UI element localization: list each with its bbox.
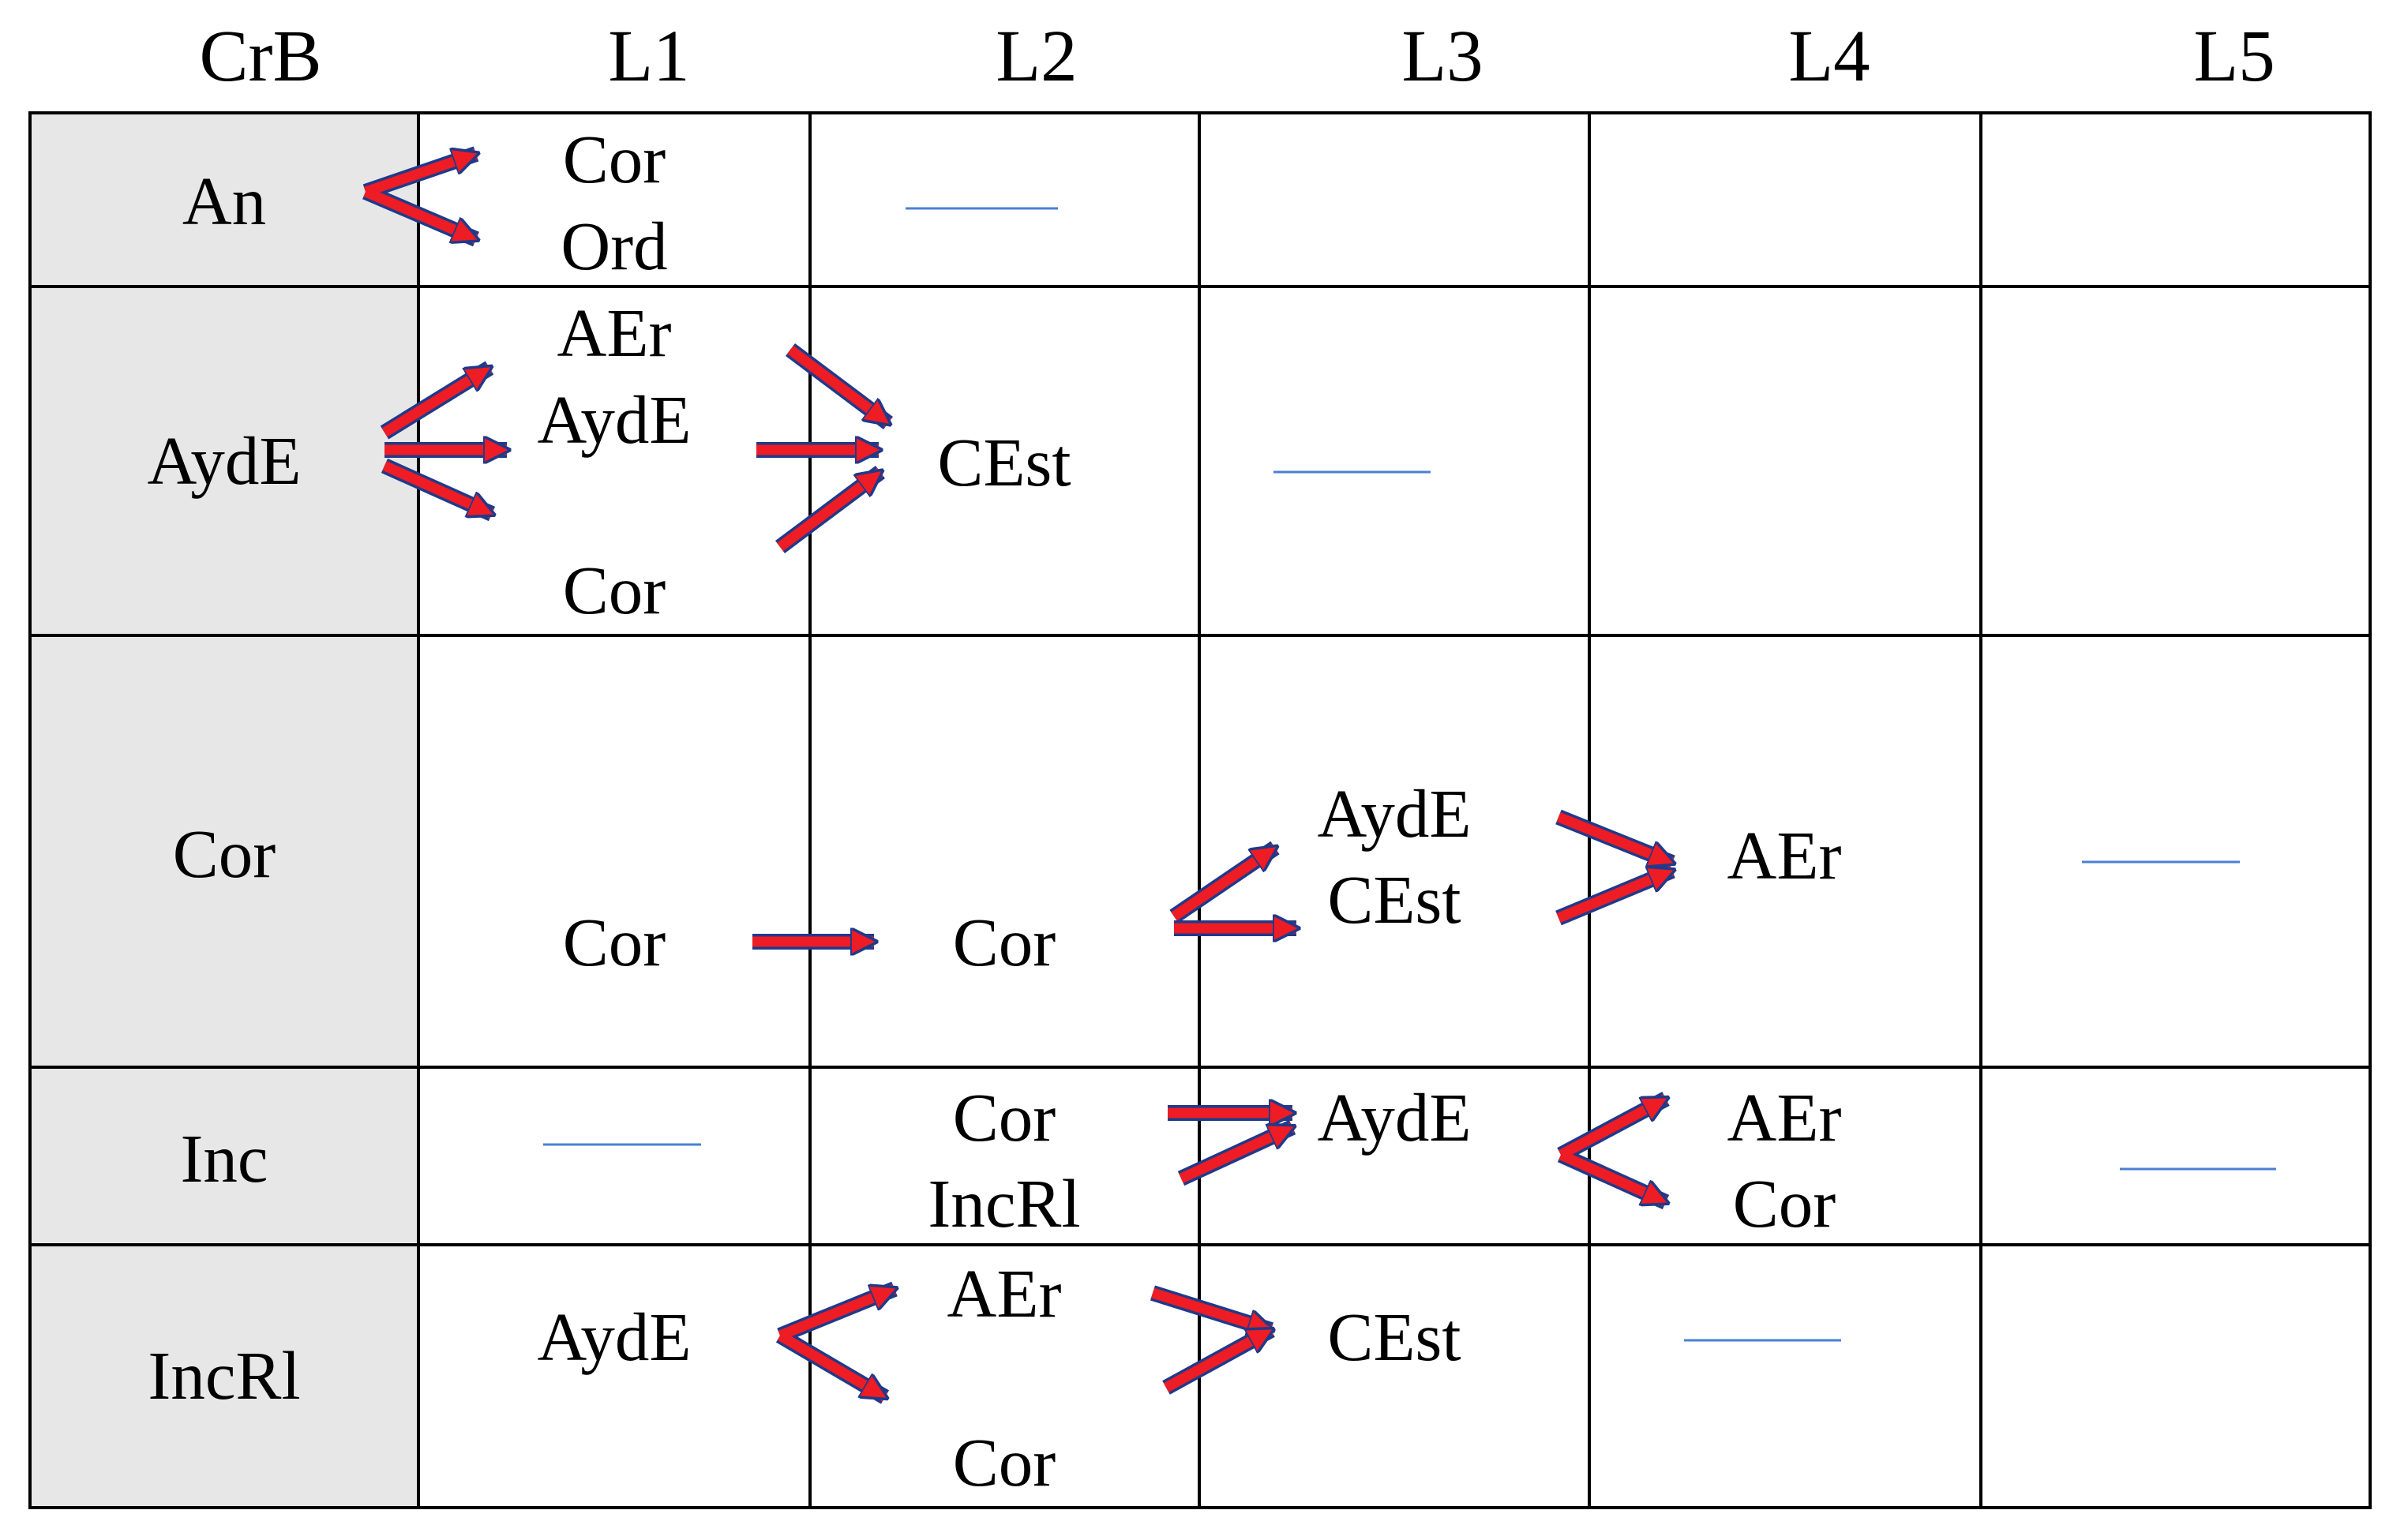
arrow-incrl-cor-to-cest <box>1163 1325 1271 1392</box>
row-header-bg-incrl <box>30 1245 418 1508</box>
row-header-inc: Inc <box>180 1120 268 1197</box>
arrow-incrl-aer-to-cest <box>1151 1287 1271 1330</box>
cell-incrl-l2-line1: AEr <box>947 1255 1062 1332</box>
cell-inc-l3: AydE <box>1318 1079 1472 1156</box>
column-header-l1: L1 <box>608 16 689 97</box>
arrow-incrl-ayde-to-aer <box>778 1289 895 1341</box>
arrow-cor-l2-to-ayde <box>1171 843 1275 921</box>
column-header-l4: L4 <box>1788 16 1870 97</box>
row-header-backgrounds <box>30 114 418 1508</box>
column-headers: CrB L1 L2 L3 L4 L5 <box>199 16 2275 97</box>
arrow-aer-to-cest <box>787 345 888 423</box>
row-header-ayde: AydE <box>148 422 302 499</box>
cell-labels: Cor Ord AEr AydE Cor CEst Cor Cor AydE C… <box>538 121 1842 1501</box>
cell-ayde-l1-line3: Cor <box>563 552 666 628</box>
row-header-incrl: IncRl <box>148 1337 300 1414</box>
cell-ayde-l1-line2: AydE <box>538 381 692 458</box>
cell-an-l1-line2: Ord <box>561 208 667 284</box>
row-header-bg-cor <box>30 635 418 1067</box>
arrow-ayde-to-aer <box>381 363 489 437</box>
row-headers: An AydE Cor Inc IncRl <box>148 163 302 1414</box>
arrow-cest-to-aer-l4 <box>1556 871 1672 923</box>
cell-incrl-l1: AydE <box>538 1298 692 1375</box>
cell-cor-l4: AEr <box>1727 817 1842 894</box>
row-header-cor: Cor <box>173 815 276 892</box>
column-header-l2: L2 <box>996 16 1077 97</box>
cell-cor-l3-line2: CEst <box>1327 861 1461 938</box>
arrow-inc-ayde-to-aer <box>1558 1094 1666 1160</box>
arrows <box>363 154 1672 1402</box>
cell-ayde-l2: CEst <box>937 424 1071 500</box>
column-header-l5: L5 <box>2193 16 2275 97</box>
row-header-bg-an <box>30 114 418 287</box>
arrow-an-to-cor <box>363 154 476 197</box>
arrow-inc-ayde-to-cor <box>1558 1150 1666 1207</box>
arrow-incrl-ayde-to-cor <box>777 1331 885 1402</box>
arrow-an-to-ord <box>363 187 476 239</box>
cell-incrl-l2-line2: Cor <box>953 1424 1056 1501</box>
arrow-ayde-to-cor <box>382 461 492 519</box>
cell-incrl-l3: CEst <box>1327 1298 1461 1375</box>
cell-cor-l1: Cor <box>563 904 666 980</box>
arrow-inc-incrl-to-ayde <box>1179 1122 1292 1183</box>
row-header-bg-inc <box>30 1067 418 1245</box>
cell-cor-l3-line1: AydE <box>1318 775 1472 852</box>
row-header-bg-ayde <box>30 287 418 635</box>
cell-cor-l2: Cor <box>953 904 1056 980</box>
arrow-cor-to-cest <box>777 472 880 552</box>
arrow-ayde-to-aer-l4 <box>1556 811 1672 863</box>
cell-inc-l2-line1: Cor <box>953 1079 1056 1156</box>
empty-cell-marks <box>543 207 2276 1342</box>
cell-an-l1-line1: Cor <box>563 121 666 197</box>
column-header-l3: L3 <box>1401 16 1483 97</box>
cell-inc-l4-line2: Cor <box>1733 1165 1836 1242</box>
corner-header: CrB <box>199 16 321 97</box>
cell-inc-l4-line1: AEr <box>1727 1079 1842 1156</box>
cell-ayde-l1-line1: AEr <box>557 294 672 371</box>
row-header-an: An <box>182 163 266 239</box>
table-grid <box>28 111 2372 1509</box>
cell-inc-l2-line2: IncRl <box>928 1165 1080 1242</box>
